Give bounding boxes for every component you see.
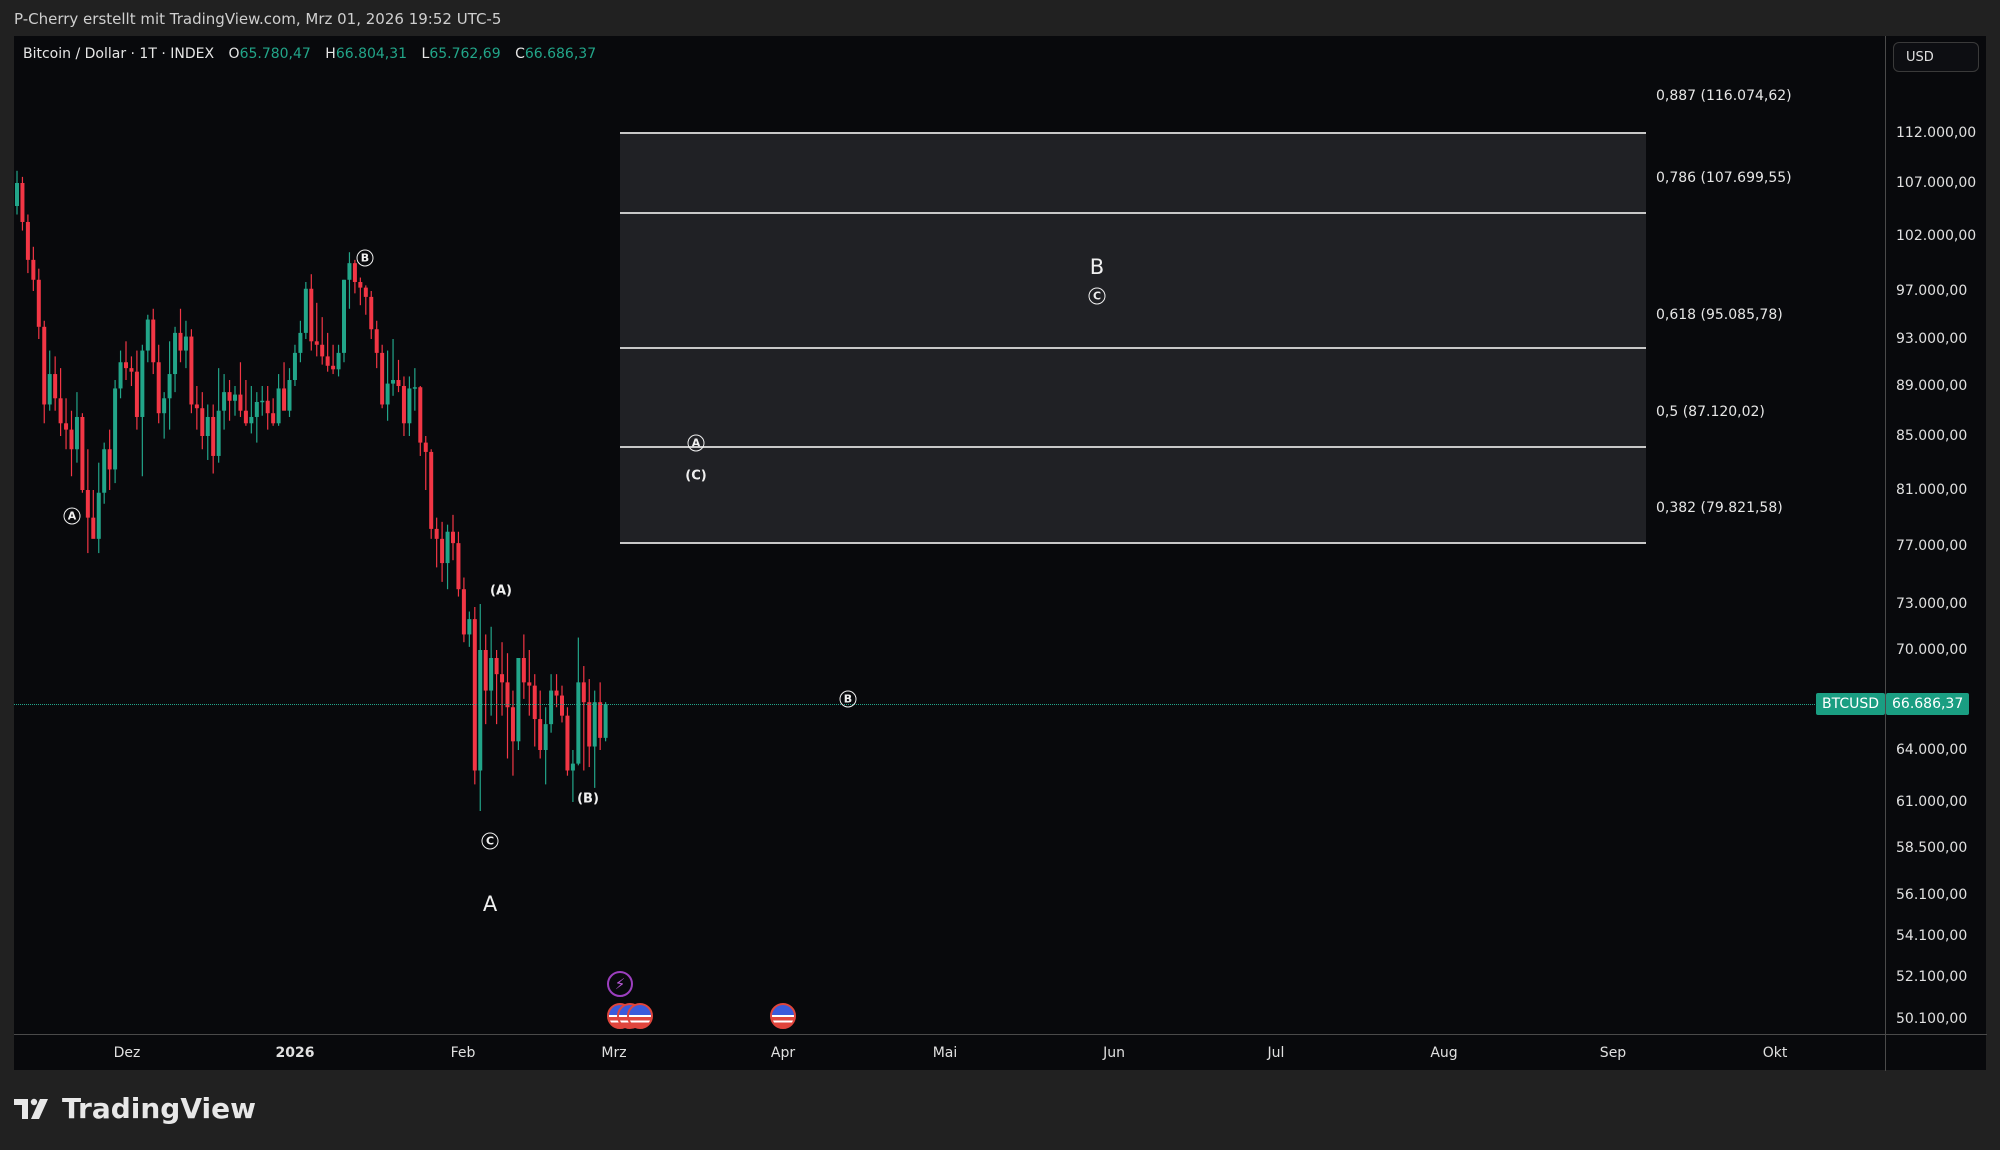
chart-panel[interactable]: 0,887 (116.074,62) 0,786 (107.699,55) 0,61… [14, 36, 1987, 1071]
fib-level-label: 0,382 (79.821,58) [1656, 500, 1783, 516]
chart-caption: P-Cherry erstellt mit TradingView.com, M… [14, 10, 502, 28]
price-tick: 93.000,00 [1896, 331, 1968, 347]
time-tick: Jul [1267, 1045, 1285, 1061]
symbol-legend: Bitcoin / Dollar · 1T · INDEX O65.780,47… [23, 46, 597, 62]
price-tick: 58.500,00 [1896, 840, 1968, 856]
fib-level-line[interactable] [620, 212, 1646, 214]
candlestick-series [15, 170, 608, 812]
wave-label[interactable]: C [481, 832, 499, 850]
time-tick: Dez [113, 1045, 141, 1061]
us-flag-icon[interactable] [627, 1003, 653, 1029]
currency-button[interactable]: USD [1893, 42, 1979, 72]
price-tick: 77.000,00 [1896, 538, 1968, 554]
tradingview-logo[interactable]: TradingView [14, 1092, 256, 1125]
time-tick: Aug [1430, 1045, 1458, 1061]
time-tick: Feb [450, 1045, 476, 1061]
plot-area[interactable]: 0,887 (116.074,62) 0,786 (107.699,55) 0,61… [14, 36, 1885, 1034]
last-price-badge: 66.686,37 [1886, 693, 1970, 716]
fib-level-label: 0,618 (95.085,78) [1656, 307, 1783, 323]
price-tick: 73.000,00 [1896, 596, 1968, 612]
time-tick: Sep [1599, 1045, 1627, 1061]
wave-label[interactable]: (B) [577, 791, 599, 807]
price-tick: 61.000,00 [1896, 794, 1968, 810]
fib-level-label: 0,887 (116.074,62) [1656, 88, 1792, 104]
wave-label[interactable]: B [1089, 255, 1105, 279]
brand-name: TradingView [62, 1092, 256, 1125]
fib-level-label: 0,5 (87.120,02) [1656, 404, 1765, 420]
axis-corner [1885, 1034, 1987, 1071]
wave-label[interactable]: A [63, 507, 81, 525]
close-value: 66.686,37 [524, 46, 597, 62]
wave-label[interactable]: (A) [490, 583, 512, 599]
fib-level-label: 0,786 (107.699,55) [1656, 170, 1792, 186]
time-tick: Okt [1762, 1045, 1788, 1061]
time-tick: Mrz [601, 1045, 627, 1061]
price-tick: 70.000,00 [1896, 642, 1968, 658]
tradingview-logo-icon [14, 1098, 48, 1119]
wave-label[interactable]: A [482, 892, 498, 916]
price-tick: 81.000,00 [1896, 482, 1968, 498]
price-tick: 112.000,00 [1896, 125, 1977, 141]
us-flag-icon[interactable] [770, 1003, 796, 1029]
price-tick: 107.000,00 [1896, 175, 1977, 191]
wave-label[interactable]: C [1088, 287, 1106, 305]
time-tick: Jun [1103, 1045, 1125, 1061]
high-value: 66.804,31 [335, 46, 408, 62]
wave-label[interactable]: A [687, 434, 705, 452]
price-tick: 102.000,00 [1896, 228, 1977, 244]
wave-label[interactable]: B [839, 690, 857, 708]
low-value: 65.762,69 [429, 46, 501, 62]
time-axis[interactable]: Dez 2026 Feb Mrz Apr Mai Jun Jul Aug Sep Okt [14, 1034, 1885, 1071]
fib-zone[interactable] [620, 132, 1646, 542]
fib-level-line[interactable] [620, 347, 1646, 349]
time-tick: Apr [770, 1045, 796, 1061]
price-tick: 89.000,00 [1896, 378, 1968, 394]
wave-label[interactable]: B [356, 249, 374, 267]
time-tick: Mai [932, 1045, 958, 1061]
symbol-price-badge: BTCUSD [1816, 693, 1885, 716]
last-price-line [14, 704, 1885, 706]
price-tick: 85.000,00 [1896, 428, 1968, 444]
fib-level-line[interactable] [620, 446, 1646, 448]
price-tick: 50.100,00 [1896, 1011, 1968, 1027]
wave-label[interactable]: (C) [685, 468, 707, 484]
time-tick: 2026 [275, 1045, 315, 1061]
price-tick: 54.100,00 [1896, 928, 1968, 944]
price-tick: 97.000,00 [1896, 283, 1968, 299]
price-axis[interactable]: USD 66.686,37 112.000,00 107.000,00 102.00… [1885, 36, 1987, 1034]
price-tick: 56.100,00 [1896, 887, 1968, 903]
bolt-icon[interactable]: ⚡ [607, 971, 633, 997]
symbol-name[interactable]: Bitcoin / Dollar · 1T · INDEX [23, 46, 215, 62]
fib-level-line[interactable] [620, 132, 1646, 134]
price-tick: 52.100,00 [1896, 969, 1968, 985]
open-value: 65.780,47 [239, 46, 311, 62]
fib-level-line[interactable] [620, 542, 1646, 544]
price-tick: 64.000,00 [1896, 742, 1968, 758]
